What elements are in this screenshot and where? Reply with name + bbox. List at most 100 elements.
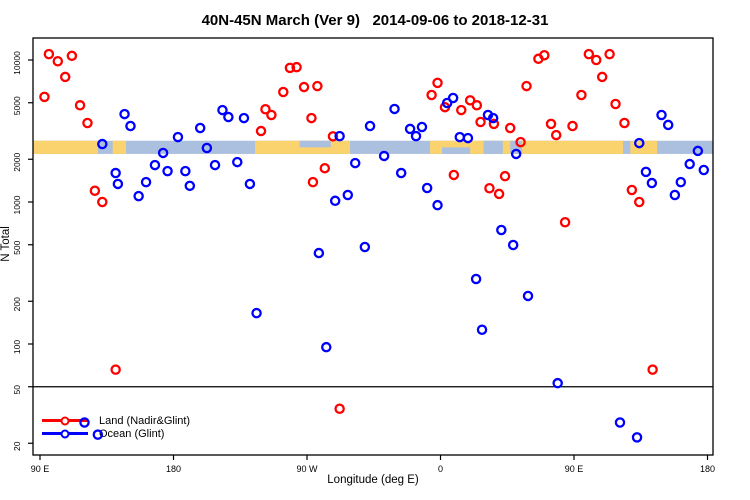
data-point-ocean — [217, 104, 228, 116]
map-band-lake-segment — [299, 140, 331, 148]
data-point-land — [97, 196, 108, 208]
data-point-ocean — [389, 103, 400, 115]
data-point-land — [439, 101, 451, 113]
data-point-ocean — [149, 159, 161, 171]
data-point-land — [590, 54, 602, 66]
data-point-land — [89, 185, 101, 197]
x-tick-label: 90 E — [565, 464, 584, 474]
data-point-land — [291, 61, 302, 73]
data-point-land — [583, 48, 595, 60]
data-point-ocean — [441, 97, 453, 109]
data-point-land — [66, 50, 78, 62]
x-tick-label: 0 — [438, 464, 443, 474]
data-point-ocean — [698, 164, 710, 176]
data-point-land — [284, 62, 296, 74]
data-point-ocean — [416, 121, 428, 133]
data-point-ocean — [342, 189, 354, 201]
data-point-land — [312, 80, 323, 92]
data-point-ocean — [251, 307, 262, 319]
data-point-ocean — [110, 167, 121, 179]
map-band-land-segment — [573, 140, 623, 154]
data-point-ocean — [447, 92, 459, 104]
data-point-land — [475, 116, 486, 128]
data-point-land — [448, 169, 460, 181]
data-point-land — [307, 176, 319, 188]
data-point-ocean — [238, 112, 250, 124]
data-point-land — [619, 117, 630, 129]
data-point-land — [610, 98, 621, 110]
data-point-ocean — [692, 145, 704, 157]
data-point-ocean — [487, 112, 499, 124]
data-point-ocean — [364, 120, 376, 132]
data-point-ocean — [522, 290, 534, 302]
legend-item-ocean: Ocean (Glint) — [42, 427, 190, 440]
map-band-land-segment — [255, 140, 351, 154]
data-point-ocean — [125, 120, 136, 132]
data-point-land — [39, 91, 50, 103]
data-point-ocean — [223, 111, 234, 123]
data-point-land — [266, 109, 277, 121]
map-band-land-segment — [33, 140, 98, 154]
legend: Land (Nadir&Glint) Ocean (Glint) — [42, 414, 190, 440]
chart-title: 40N-45N March (Ver 9) 2014-09-06 to 2018… — [201, 12, 549, 29]
data-point-land — [74, 100, 86, 111]
data-point-ocean — [112, 178, 124, 190]
data-point-ocean — [614, 417, 626, 428]
data-point-land — [626, 184, 638, 196]
data-point-land — [545, 118, 557, 130]
data-point-ocean — [634, 137, 645, 149]
data-point-land — [484, 182, 495, 194]
x-tick-label: 90 E — [31, 464, 50, 474]
data-point-land — [82, 117, 93, 129]
data-point-ocean — [454, 131, 466, 143]
data-point-land — [260, 103, 271, 115]
data-point-ocean — [172, 131, 184, 143]
data-point-land — [52, 55, 64, 67]
data-point-land — [499, 170, 511, 182]
data-point-land — [319, 162, 331, 174]
y-tick-label: 200 — [12, 297, 22, 311]
data-point-ocean — [313, 247, 325, 259]
data-point-ocean — [359, 241, 371, 253]
data-point-ocean — [157, 147, 169, 159]
data-point-ocean — [675, 176, 687, 188]
data-point-ocean — [119, 108, 130, 120]
legend-item-land: Land (Nadir&Glint) — [42, 414, 190, 427]
data-point-land — [110, 364, 121, 375]
map-band-ocean — [33, 140, 713, 154]
y-tick-label: 100 — [12, 340, 22, 354]
data-point-land — [43, 48, 55, 60]
data-point-ocean — [349, 157, 361, 169]
data-point-land — [604, 48, 615, 60]
data-point-ocean — [97, 138, 108, 150]
map-band-lake-segment — [510, 140, 523, 154]
map-band-land-segment — [112, 140, 127, 154]
data-point-ocean — [334, 130, 345, 142]
data-point-ocean — [669, 189, 681, 201]
data-point-ocean — [194, 122, 206, 134]
data-point-land — [278, 86, 289, 98]
data-point-ocean — [321, 341, 332, 353]
data-point-ocean — [507, 239, 519, 251]
data-point-ocean — [684, 158, 695, 170]
data-point-land — [456, 104, 467, 116]
y-tick-label: 5000 — [12, 96, 22, 115]
data-point-ocean — [162, 165, 173, 177]
map-band-land-segment — [430, 140, 574, 154]
data-point-land — [596, 71, 608, 83]
map-band-lake-segment — [483, 140, 503, 154]
data-point-land — [432, 77, 443, 89]
data-point-land — [488, 118, 500, 130]
data-point-land — [426, 89, 437, 101]
data-point-ocean — [244, 178, 256, 190]
x-tick-label: 180 — [166, 464, 181, 474]
data-point-land — [255, 125, 267, 137]
y-tick-label: 500 — [12, 240, 22, 254]
data-point-land — [567, 120, 578, 132]
data-point-land — [471, 100, 483, 111]
data-point-ocean — [201, 142, 213, 154]
legend-label-land: Land (Nadir&Glint) — [99, 414, 191, 427]
data-point-ocean — [232, 156, 243, 168]
data-point-ocean — [140, 176, 152, 188]
data-point-land — [550, 129, 562, 141]
